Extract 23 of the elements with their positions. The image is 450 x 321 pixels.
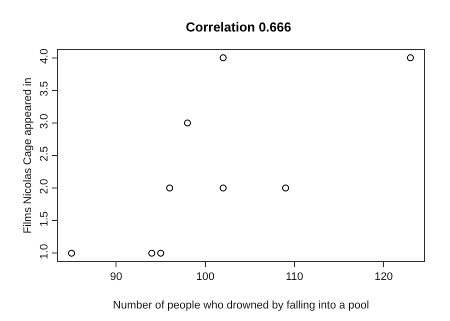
point: [406, 54, 414, 62]
y-tick-label: 3.0: [38, 114, 51, 129]
x-tick-label: 110: [286, 271, 304, 284]
point: [220, 54, 227, 62]
y-axis-title: Films Nicolas Cage appeared in: [22, 78, 34, 234]
point: [184, 119, 191, 126]
chart-title: Correlation 0.666: [186, 20, 292, 35]
point: [282, 184, 290, 192]
x-tick-label: 90: [110, 271, 122, 284]
x-axis-title: Number of people who drowned by falling into a pool: [112, 299, 370, 312]
point: [68, 250, 76, 257]
y-tick-label: 1.5: [38, 211, 51, 227]
x-tick-label: 100: [196, 271, 215, 284]
point: [166, 184, 174, 192]
y-tick-label: 1.0: [38, 244, 51, 260]
y-tick-label: 4.0: [38, 48, 51, 64]
x-tick-label: 120: [374, 271, 393, 284]
point: [157, 250, 164, 257]
point: [148, 250, 156, 257]
y-tick-label: 2.5: [38, 146, 51, 162]
y-tick-label: 2.0: [38, 178, 51, 194]
point: [220, 184, 227, 192]
y-tick-label: 3.5: [38, 81, 51, 96]
